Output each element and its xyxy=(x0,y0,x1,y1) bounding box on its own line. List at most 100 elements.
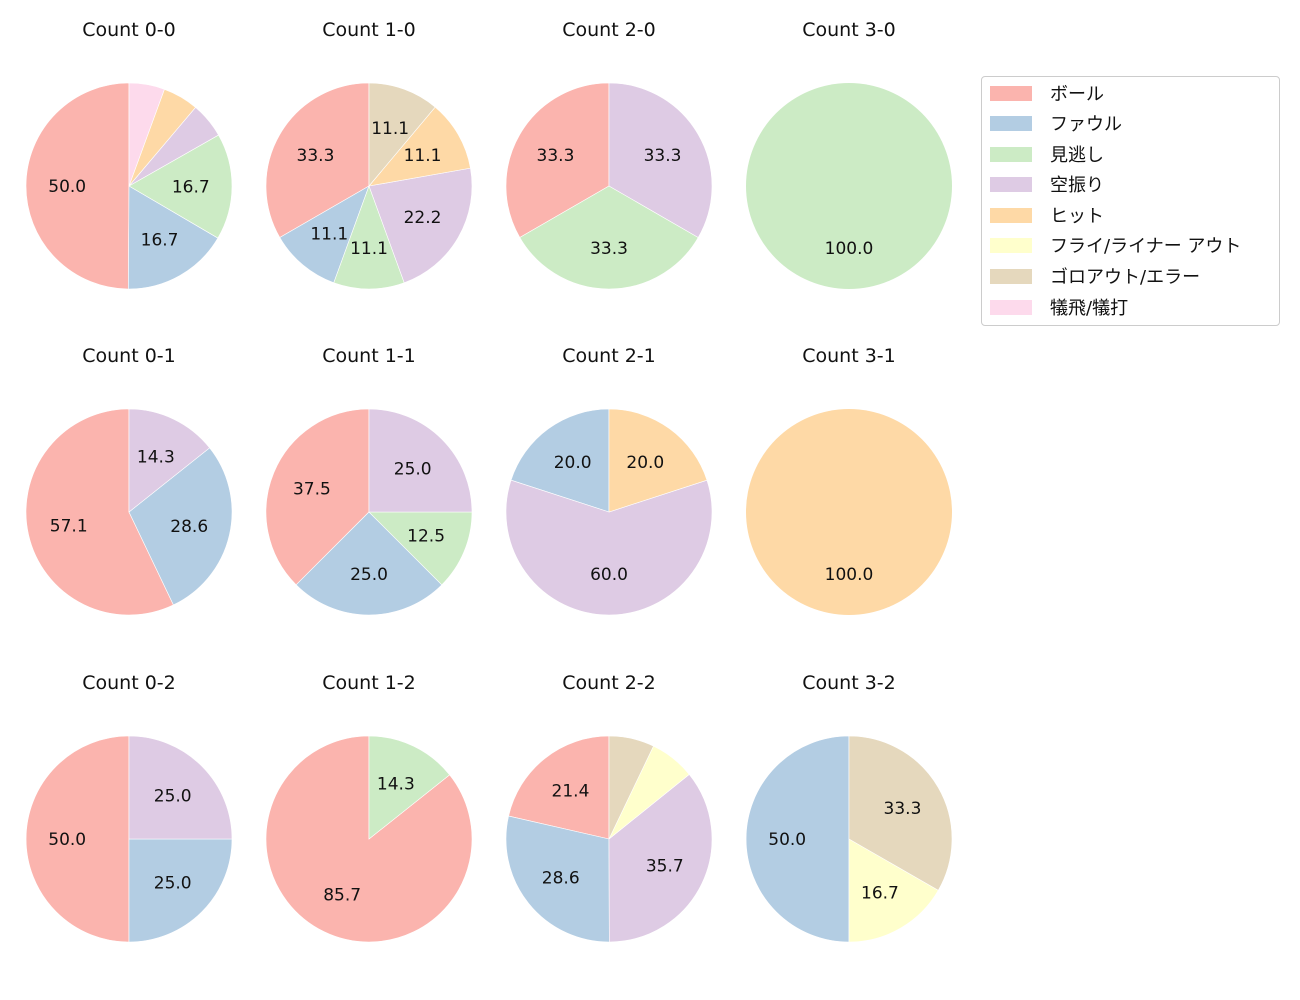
slice-label: 20.0 xyxy=(554,453,592,473)
pie-title: Count 0-1 xyxy=(82,345,176,367)
pie-count-3-2: Count 3-2 50.0 16.7 33.3 xyxy=(745,672,953,943)
pie-slice xyxy=(368,408,473,513)
legend-item-grounder-error: ゴロアウト/エラー xyxy=(990,266,1201,288)
pie-slice xyxy=(848,735,953,891)
slice-label: 28.6 xyxy=(170,517,208,537)
legend-label: ボール xyxy=(1050,84,1104,105)
pie-slice xyxy=(368,82,436,187)
pie-count-1-1: Count 1-1 37.5 25.0 12.5 25.0 xyxy=(265,345,473,616)
pie-slice xyxy=(505,815,610,943)
pie-slice xyxy=(265,735,473,943)
pie-count-3-1: Count 3-1 100.0 xyxy=(746,345,952,615)
pie-slice xyxy=(508,735,610,840)
slice-label: 25.0 xyxy=(154,786,192,806)
pie-slice xyxy=(368,167,473,284)
pie-slice xyxy=(128,134,233,239)
pie-slice xyxy=(128,447,233,606)
pie-slice xyxy=(25,408,174,616)
pie-slice xyxy=(608,408,708,513)
slice-label: 60.0 xyxy=(590,565,628,585)
pie-title: Count 2-1 xyxy=(562,345,656,367)
slice-label: 11.1 xyxy=(350,239,388,259)
pie-count-2-0: Count 2-0 33.3 33.3 33.3 xyxy=(505,19,713,290)
slice-label: 33.3 xyxy=(884,799,922,819)
slice-label: 16.7 xyxy=(172,177,210,197)
slice-label: 33.3 xyxy=(537,146,575,166)
legend-swatch xyxy=(990,207,1032,223)
pie-count-0-2: Count 0-2 50.0 25.0 25.0 xyxy=(25,672,233,943)
pie-title: Count 0-0 xyxy=(82,19,176,41)
legend-label: 犠飛/犠打 xyxy=(1050,298,1129,319)
pie-slice xyxy=(295,511,443,616)
slice-label: 35.7 xyxy=(646,857,684,877)
legend-item-called-strike: 見逃し xyxy=(990,144,1104,166)
slice-label: 16.7 xyxy=(861,883,899,903)
pie-slice xyxy=(608,82,713,238)
pie-count-2-1: Count 2-1 20.0 60.0 20.0 xyxy=(505,345,713,616)
pie-slice xyxy=(848,838,939,943)
pie-count-2-2: Count 2-2 21.4 28.6 35.7 xyxy=(505,672,713,943)
pie-count-1-2: Count 1-2 85.7 14.3 xyxy=(265,672,473,943)
slice-label: 20.0 xyxy=(626,453,664,473)
slice-label: 11.1 xyxy=(371,119,409,139)
slice-label: 25.0 xyxy=(394,459,432,479)
pie-slice xyxy=(746,83,952,289)
pie-slice xyxy=(265,408,370,586)
pie-title: Count 3-0 xyxy=(802,19,896,41)
pie-slice xyxy=(745,735,850,943)
slice-label: 85.7 xyxy=(323,886,361,906)
slice-label: 50.0 xyxy=(768,830,806,850)
legend-label: ゴロアウト/エラー xyxy=(1050,267,1201,288)
pie-slice xyxy=(333,185,405,290)
legend-label: 見逃し xyxy=(1050,145,1104,166)
legend-swatch xyxy=(990,115,1032,131)
pie-slice xyxy=(608,735,654,840)
slice-label: 50.0 xyxy=(48,830,86,850)
pie-slice xyxy=(510,408,610,513)
pie-slice xyxy=(25,735,130,943)
slice-label: 33.3 xyxy=(590,239,628,259)
pie-slice xyxy=(505,82,610,238)
legend-swatch xyxy=(990,85,1032,101)
slice-label: 25.0 xyxy=(350,565,388,585)
pie-slice xyxy=(128,838,233,943)
slice-label: 14.3 xyxy=(377,774,415,794)
pie-slice xyxy=(368,106,471,187)
pie-slice xyxy=(746,409,952,615)
slice-label: 100.0 xyxy=(825,239,874,259)
pie-slice xyxy=(505,479,713,616)
legend-label: 空振り xyxy=(1050,175,1104,196)
pie-title: Count 1-1 xyxy=(322,345,416,367)
pie-title: Count 2-0 xyxy=(562,19,656,41)
pie-slice xyxy=(279,185,370,284)
pie-title: Count 0-2 xyxy=(82,672,176,694)
slice-label: 100.0 xyxy=(825,565,874,585)
pie-slice xyxy=(608,773,713,943)
legend-label: ファウル xyxy=(1050,114,1122,135)
pie-count-3-0: Count 3-0 100.0 xyxy=(746,19,952,289)
legend-item-ball: ボール xyxy=(990,83,1104,105)
pie-count-0-1: Count 0-1 57.1 28.6 14.3 xyxy=(25,345,233,616)
slice-label: 28.6 xyxy=(542,869,580,889)
pie-title: Count 3-2 xyxy=(802,672,896,694)
legend-item-swinging-strike: 空振り xyxy=(990,174,1104,196)
pie-title: Count 3-1 xyxy=(802,345,896,367)
slice-label: 11.1 xyxy=(310,224,348,244)
legend-item-foul: ファウル xyxy=(990,113,1122,135)
pie-slice xyxy=(368,511,473,586)
chart-legend: ボール ファウル 見逃し 空振り ヒット フライ/ライナー アウト ゴロアウト/… xyxy=(981,76,1280,326)
slice-label: 37.5 xyxy=(293,479,331,499)
pie-count-1-0: Count 1-033.311.111.122.211.111.1 xyxy=(265,19,473,290)
pie-count-0-0: Count 0-0 50.0 16.7 16.7 xyxy=(25,19,233,290)
slice-label: 50.0 xyxy=(48,177,86,197)
slice-label: 14.3 xyxy=(137,447,175,467)
pie-slice xyxy=(25,82,130,290)
legend-swatch xyxy=(990,146,1032,162)
pie-slice xyxy=(128,735,233,840)
legend-swatch xyxy=(990,268,1032,284)
pie-slice xyxy=(128,185,219,290)
legend-label: フライ/ライナー アウト xyxy=(1050,236,1242,257)
slice-label: 33.3 xyxy=(297,146,335,166)
slice-label: 25.0 xyxy=(154,874,192,894)
pie-slice xyxy=(128,82,165,187)
